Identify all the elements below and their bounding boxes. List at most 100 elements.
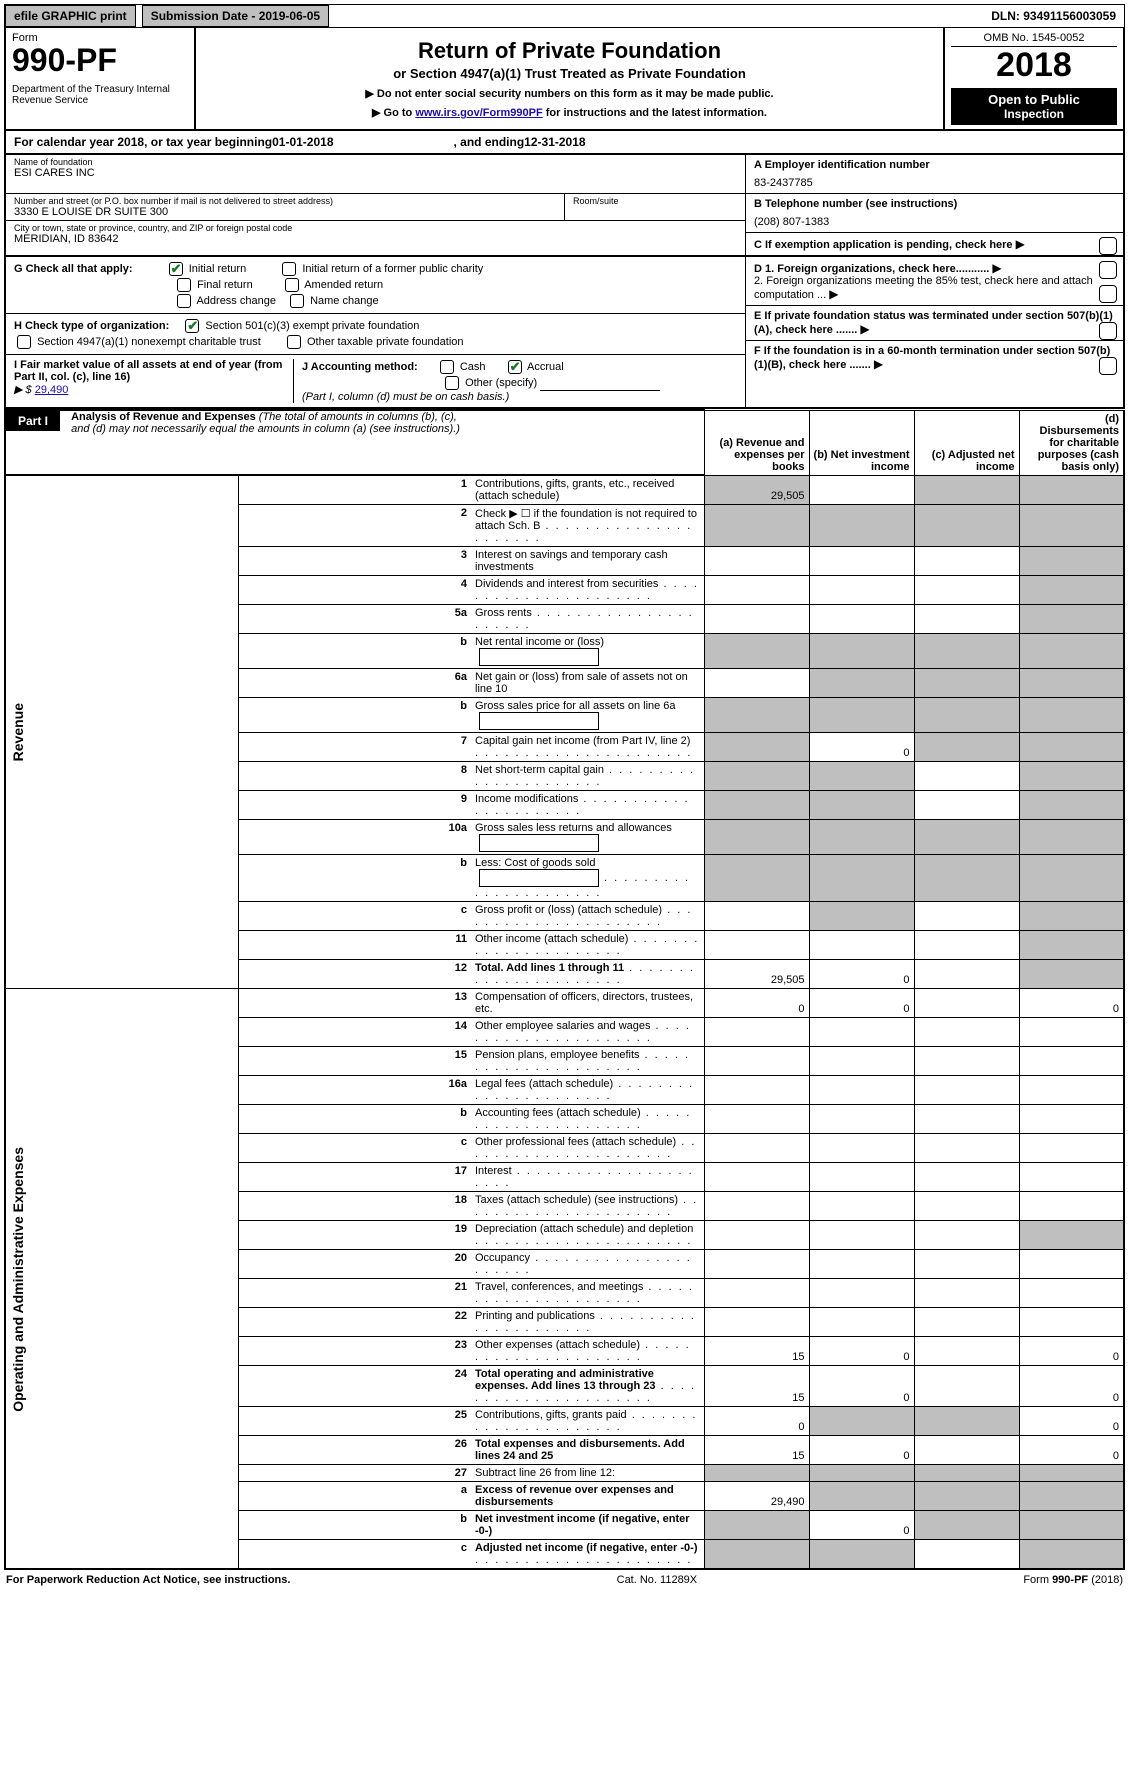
open-public-l2: Inspection [953, 107, 1115, 121]
amt-cell [809, 1482, 914, 1511]
g-initial-former-label: Initial return of a former public charit… [302, 263, 483, 275]
line-desc: Net gain or (loss) from sale of assets n… [471, 669, 704, 698]
f-checkbox[interactable] [1099, 357, 1117, 375]
inline-field[interactable] [479, 648, 599, 666]
amt-cell [1019, 762, 1124, 791]
amt-cell [914, 1192, 1019, 1221]
line-desc: Gross sales price for all assets on line… [471, 698, 704, 733]
amt-cell [809, 1540, 914, 1570]
amt-cell [914, 902, 1019, 931]
line-desc: Depreciation (attach schedule) and deple… [471, 1221, 704, 1250]
amt-cell [809, 669, 914, 698]
line-desc: Dividends and interest from securities [471, 576, 704, 605]
amt-cell [704, 1308, 809, 1337]
inline-field[interactable] [479, 712, 599, 730]
amt-cell [1019, 1134, 1124, 1163]
amt-cell [914, 791, 1019, 820]
amt-cell [704, 931, 809, 960]
c-checkbox[interactable] [1099, 237, 1117, 255]
amt-cell: 0 [1019, 1366, 1124, 1407]
j-other-checkbox[interactable] [445, 376, 459, 390]
g-initial-former-checkbox[interactable] [282, 262, 296, 276]
j-other-field[interactable] [540, 379, 660, 391]
amt-cell [914, 989, 1019, 1018]
amt-cell [914, 669, 1019, 698]
amt-cell [704, 1511, 809, 1540]
i-j-row: I Fair market value of all assets at end… [6, 355, 745, 407]
line-desc: Less: Cost of goods sold [471, 855, 704, 902]
amt-cell [704, 902, 809, 931]
amt-cell [914, 1105, 1019, 1134]
city-row: City or town, state or province, country… [6, 221, 745, 255]
amt-cell [704, 855, 809, 902]
g-initial-label: Initial return [189, 263, 246, 275]
inline-field[interactable] [479, 869, 599, 887]
d2-checkbox[interactable] [1099, 285, 1117, 303]
line-number: 5a [238, 605, 471, 634]
line-desc: Gross sales less returns and allowances [471, 820, 704, 855]
instr-privacy: ▶ Do not enter social security numbers o… [204, 87, 935, 100]
amt-cell [914, 1134, 1019, 1163]
line-number: b [238, 698, 471, 733]
amt-cell [914, 1047, 1019, 1076]
irs-link[interactable]: www.irs.gov/Form990PF [415, 107, 542, 119]
h-501c3-checkbox[interactable] [185, 319, 199, 333]
j-accrual-checkbox[interactable] [508, 360, 522, 374]
amt-cell: 0 [704, 989, 809, 1018]
i-arrow: ▶ $ [14, 384, 32, 396]
g-final-checkbox[interactable] [177, 278, 191, 292]
h-4947-checkbox[interactable] [17, 335, 31, 349]
amt-cell [1019, 960, 1124, 989]
amt-cell [914, 1163, 1019, 1192]
calendar-year-row: For calendar year 2018, or tax year begi… [4, 131, 1125, 155]
amt-cell [914, 1482, 1019, 1511]
h-501c3-label: Section 501(c)(3) exempt private foundat… [205, 320, 419, 332]
amt-cell [809, 1047, 914, 1076]
d-row: D 1. Foreign organizations, check here..… [746, 257, 1123, 306]
i-fmv-value-link[interactable]: 29,490 [35, 384, 69, 396]
amt-cell [914, 1436, 1019, 1465]
i-label: I Fair market value of all assets at end… [14, 359, 282, 383]
e-checkbox[interactable] [1099, 322, 1117, 340]
amt-cell: 0 [809, 989, 914, 1018]
e-row: E If private foundation status was termi… [746, 306, 1123, 341]
g-name-checkbox[interactable] [290, 294, 304, 308]
line-desc: Taxes (attach schedule) (see instruction… [471, 1192, 704, 1221]
inline-field[interactable] [479, 834, 599, 852]
g-initial-checkbox[interactable] [169, 262, 183, 276]
foundation-name-row: Name of foundation ESI CARES INC [6, 155, 745, 194]
amt-cell [809, 1279, 914, 1308]
footer-right-bold: 990-PF [1052, 1574, 1088, 1586]
amt-cell [809, 902, 914, 931]
address-row: Number and street (or P.O. box number if… [6, 194, 745, 221]
amt-cell [914, 1018, 1019, 1047]
j-accrual-label: Accrual [527, 361, 564, 373]
amt-cell [704, 1047, 809, 1076]
amt-cell [1019, 1076, 1124, 1105]
col-b-header: (b) Net investment income [809, 410, 914, 475]
amt-cell: 29,505 [704, 960, 809, 989]
amt-cell [809, 791, 914, 820]
omb-number: OMB No. 1545-0052 [951, 32, 1117, 47]
amt-cell [704, 1540, 809, 1570]
g-amended-checkbox[interactable] [285, 278, 299, 292]
tax-year: 2018 [951, 47, 1117, 84]
amt-cell [809, 1192, 914, 1221]
amt-cell [704, 1163, 809, 1192]
j-cash-checkbox[interactable] [440, 360, 454, 374]
d1-checkbox[interactable] [1099, 261, 1117, 279]
line-desc: Other professional fees (attach schedule… [471, 1134, 704, 1163]
amt-cell: 0 [809, 1511, 914, 1540]
amt-cell [1019, 855, 1124, 902]
g-addr-checkbox[interactable] [177, 294, 191, 308]
ein-section: A Employer identification number 83-2437… [746, 155, 1123, 194]
cal-pre: For calendar year 2018, or tax year begi… [14, 135, 272, 149]
line-desc: Income modifications [471, 791, 704, 820]
line-desc: Net short-term capital gain [471, 762, 704, 791]
line-number: 26 [238, 1436, 471, 1465]
efile-print-button[interactable]: efile GRAPHIC print [5, 5, 136, 27]
ein-label: A Employer identification number [754, 159, 930, 171]
line-desc: Contributions, gifts, grants, etc., rece… [471, 475, 704, 505]
line-number: 20 [238, 1250, 471, 1279]
h-other-checkbox[interactable] [287, 335, 301, 349]
